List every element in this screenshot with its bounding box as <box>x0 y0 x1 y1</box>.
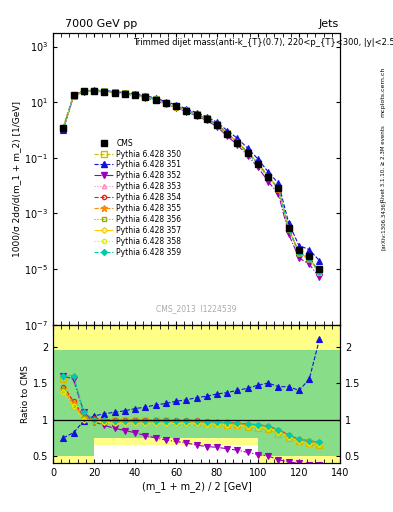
X-axis label: (m_1 + m_2) / 2 [GeV]: (m_1 + m_2) / 2 [GeV] <box>141 481 252 492</box>
Y-axis label: Ratio to CMS: Ratio to CMS <box>21 365 30 423</box>
Text: [arXiv:1306.3436]: [arXiv:1306.3436] <box>381 200 386 250</box>
Text: 7000 GeV pp: 7000 GeV pp <box>65 19 137 29</box>
Text: mcplots.cern.ch: mcplots.cern.ch <box>381 67 386 117</box>
Text: Jets: Jets <box>318 19 339 29</box>
Text: CMS_2013  I1224539: CMS_2013 I1224539 <box>156 304 237 313</box>
Text: Trimmed dijet mass(anti-k_{T}(0.7), 220<p_{T}<300, |y|<2.5): Trimmed dijet mass(anti-k_{T}(0.7), 220<… <box>133 38 393 47</box>
Text: Rivet 3.1.10, ≥ 2.3M events: Rivet 3.1.10, ≥ 2.3M events <box>381 125 386 202</box>
Legend: CMS, Pythia 6.428 350, Pythia 6.428 351, Pythia 6.428 352, Pythia 6.428 353, Pyt: CMS, Pythia 6.428 350, Pythia 6.428 351,… <box>94 139 182 257</box>
Y-axis label: 1000/σ 2dσ/d(m_1 + m_2) [1/GeV]: 1000/σ 2dσ/d(m_1 + m_2) [1/GeV] <box>13 101 22 257</box>
